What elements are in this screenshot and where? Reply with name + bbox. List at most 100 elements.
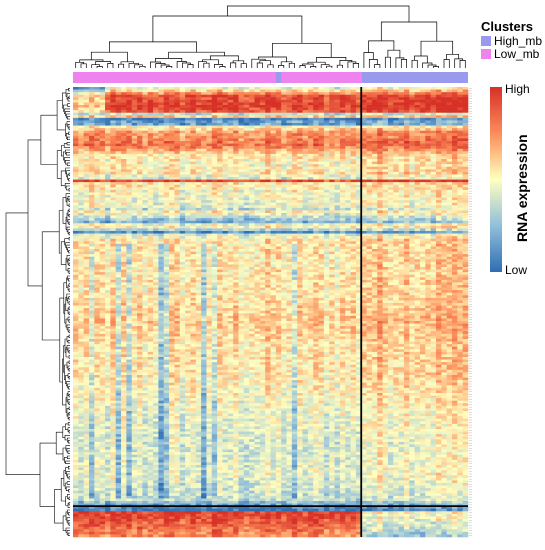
- heatmap-cell: [254, 174, 261, 178]
- heatmap-cell: [318, 87, 325, 90]
- heatmap-cell: [153, 120, 159, 124]
- heatmap-cell: [313, 243, 319, 247]
- heatmap-cell: [217, 117, 223, 121]
- heatmap-cell: [94, 117, 100, 121]
- heatmap-cell: [441, 182, 447, 186]
- heatmap-cell: [441, 130, 447, 134]
- heatmap-cell: [233, 182, 239, 186]
- heatmap-cell: [147, 161, 154, 165]
- heatmap-cell: [217, 236, 223, 240]
- heatmap-cell: [307, 213, 314, 216]
- heatmap-cell: [195, 110, 202, 114]
- heatmap-cell: [414, 182, 421, 186]
- heatmap-cell: [238, 249, 245, 252]
- heatmap-cell: [297, 205, 303, 209]
- heatmap-cell: [126, 110, 133, 114]
- heatmap-cell: [345, 228, 351, 232]
- heatmap-cell: [451, 97, 458, 101]
- heatmap-cell: [286, 151, 293, 155]
- heatmap-cell: [345, 97, 351, 101]
- heatmap-cell: [355, 243, 362, 247]
- heatmap-cell: [313, 220, 319, 224]
- heatmap-cell: [99, 123, 106, 126]
- heatmap-cell: [462, 166, 469, 170]
- heatmap-cell: [387, 171, 394, 175]
- heatmap-cell: [361, 141, 367, 144]
- heatmap-cell: [409, 233, 415, 237]
- heatmap-cell: [73, 159, 79, 162]
- heatmap-cell: [275, 146, 282, 150]
- heatmap-cell: [345, 197, 351, 201]
- heatmap-cell: [211, 215, 218, 219]
- heatmap-cell: [457, 231, 463, 234]
- heatmap-cell: [206, 89, 213, 93]
- heatmap-cell: [435, 231, 442, 234]
- heatmap-cell: [270, 125, 277, 129]
- heatmap-cell: [355, 94, 362, 98]
- heatmap-cell: [195, 187, 202, 191]
- heatmap-cell: [147, 233, 154, 237]
- heatmap-cell: [377, 249, 383, 252]
- heatmap-cell: [249, 220, 255, 224]
- heatmap-cell: [318, 236, 325, 240]
- heatmap-cell: [179, 143, 186, 147]
- heatmap-cell: [355, 125, 362, 129]
- heatmap-cell: [206, 151, 213, 155]
- heatmap-cell: [190, 233, 197, 237]
- heatmap-cell: [238, 120, 245, 124]
- heatmap-cell: [435, 99, 442, 103]
- heatmap-cell: [451, 243, 458, 247]
- heatmap-cell: [233, 218, 239, 222]
- column-dendrogram-link: [443, 59, 450, 68]
- heatmap-cell: [163, 89, 170, 93]
- heatmap-cell: [190, 107, 197, 111]
- heatmap-cell: [414, 189, 421, 193]
- heatmap-cell: [174, 241, 181, 245]
- heatmap-cell: [286, 225, 293, 229]
- heatmap-cell: [318, 89, 325, 93]
- heatmap-cell: [190, 213, 197, 216]
- heatmap-cell: [190, 133, 197, 137]
- heatmap-cell: [387, 213, 394, 216]
- heatmap-cell: [195, 182, 202, 186]
- heatmap-cell: [190, 236, 197, 240]
- heatmap-cell: [441, 218, 447, 222]
- heatmap-cell: [446, 195, 453, 198]
- heatmap-cell: [83, 161, 90, 165]
- heatmap-cell: [174, 171, 181, 175]
- heatmap-cell: [329, 179, 335, 183]
- heatmap-cell: [185, 171, 191, 175]
- heatmap-cell: [163, 195, 170, 198]
- heatmap-cell: [393, 99, 399, 103]
- heatmap-cell: [115, 115, 122, 119]
- heatmap-cell: [179, 148, 186, 152]
- heatmap-cell: [222, 107, 229, 111]
- heatmap-cell: [366, 99, 373, 103]
- heatmap-cell: [73, 202, 79, 206]
- heatmap-cell: [275, 192, 282, 196]
- heatmap-cell: [387, 92, 394, 96]
- heatmap-cell: [307, 159, 314, 162]
- heatmap-cell: [323, 192, 330, 196]
- heatmap-cell: [147, 231, 154, 234]
- heatmap-cell: [217, 138, 223, 142]
- heatmap-cell: [83, 218, 90, 222]
- heatmap-cell: [115, 107, 122, 111]
- heatmap-cell: [222, 123, 229, 126]
- heatmap-cell: [227, 189, 234, 193]
- heatmap-cell: [185, 233, 191, 237]
- heatmap-cell: [430, 213, 437, 216]
- heatmap-cell: [142, 236, 149, 240]
- heatmap-cell: [190, 225, 197, 229]
- heatmap-cell: [414, 143, 421, 147]
- heatmap-cell: [105, 179, 111, 183]
- heatmap-cell: [446, 102, 453, 106]
- heatmap-cell: [265, 231, 271, 234]
- heatmap-cell: [99, 164, 106, 168]
- heatmap-cell: [291, 143, 298, 147]
- heatmap-cell: [222, 159, 229, 162]
- heatmap-cell: [201, 238, 207, 242]
- heatmap-cell: [190, 215, 197, 219]
- heatmap-cell: [243, 138, 250, 142]
- column-dendrogram-link: [316, 57, 347, 63]
